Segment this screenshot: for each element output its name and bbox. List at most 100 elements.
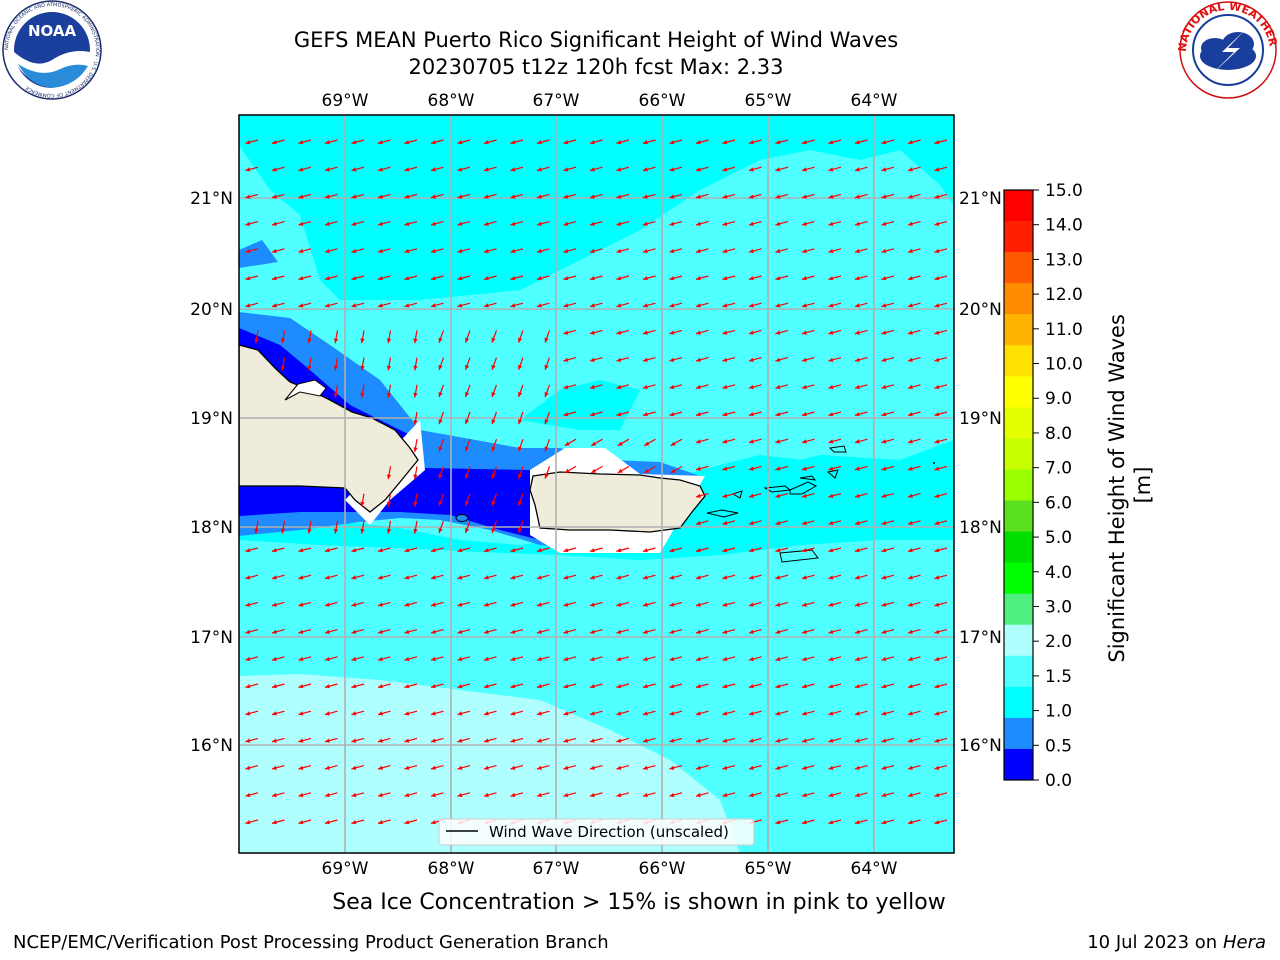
wave-direction-arrowhead — [669, 303, 675, 308]
wave-direction-arrowhead — [642, 684, 648, 689]
wave-direction-arrowhead — [934, 493, 940, 498]
wave-direction-arrowhead — [828, 466, 834, 471]
wave-direction-arrowhead — [430, 738, 436, 743]
wave-direction-arrowhead — [775, 493, 781, 498]
wave-direction-arrowhead — [518, 392, 523, 398]
wave-direction-arrowhead — [801, 303, 807, 308]
wave-direction-arrowhead — [881, 221, 887, 226]
wave-direction-arrowhead — [828, 548, 834, 553]
wave-direction-arrowhead — [801, 602, 807, 607]
footer-branch: NCEP/EMC/Verification Post Processing Pr… — [13, 932, 609, 953]
wave-direction-arrowhead — [438, 337, 443, 343]
wave-direction-arrowhead — [934, 384, 940, 390]
wave-direction-arrowhead — [801, 629, 807, 634]
wave-direction-arrowhead — [536, 684, 542, 689]
wave-direction-arrowhead — [413, 392, 418, 398]
wave-direction-arrowhead — [828, 792, 834, 798]
wave-direction-arrowhead — [465, 446, 470, 452]
wave-direction-arrowhead — [669, 711, 675, 716]
wave-direction-arrowhead — [828, 684, 834, 689]
wave-direction-arrowhead — [360, 528, 365, 534]
wave-direction-arrowhead — [775, 656, 781, 662]
wave-direction-arrowhead — [563, 412, 569, 417]
wave-direction-arrowhead — [324, 221, 330, 226]
wave-direction-arrowhead — [563, 548, 569, 553]
wave-direction-arrowhead — [564, 441, 570, 446]
wave-direction-arrowhead — [351, 602, 357, 607]
colorbar-swatch — [1004, 593, 1033, 626]
wave-direction-arrowhead — [351, 194, 357, 199]
wave-direction-arrowhead — [695, 493, 701, 498]
wave-direction-arrowhead — [748, 684, 754, 689]
wave-direction-arrowhead — [333, 392, 339, 398]
wave-direction-arrowhead — [245, 656, 251, 662]
wave-direction-arrowhead — [430, 711, 436, 716]
wave-direction-arrowhead — [280, 528, 286, 534]
wave-direction-arrowhead — [457, 194, 463, 199]
wave-direction-arrowhead — [351, 711, 357, 716]
wave-direction-arrowhead — [563, 684, 569, 689]
wave-direction-arrowhead — [881, 439, 887, 444]
wave-direction-arrowhead — [828, 602, 834, 607]
wave-direction-arrowhead — [934, 248, 940, 254]
colorbar-swatch — [1004, 748, 1033, 781]
wave-direction-arrowhead — [404, 656, 410, 662]
wave-direction-arrowhead — [881, 140, 887, 145]
wave-direction-arrowhead — [457, 656, 463, 662]
wave-direction-arrowhead — [413, 338, 418, 344]
wave-direction-arrowhead — [245, 248, 251, 254]
wave-direction-arrowhead — [483, 221, 489, 226]
wave-direction-arrowhead — [589, 738, 595, 743]
wave-direction-arrowhead — [722, 384, 728, 390]
wave-direction-arrowhead — [404, 765, 410, 770]
wave-direction-arrowhead — [934, 140, 940, 145]
colorbar-swatch — [1004, 314, 1033, 346]
wave-direction-arrowhead — [616, 140, 622, 145]
wave-direction-arrowhead — [616, 384, 622, 390]
wave-direction-arrowhead — [828, 248, 834, 254]
wave-direction-arrowhead — [881, 194, 887, 199]
wave-direction-arrowhead — [483, 792, 489, 798]
wave-direction-arrowhead — [245, 221, 251, 226]
wave-direction-arrowhead — [642, 548, 648, 553]
wave-direction-arrowhead — [669, 276, 675, 281]
wave-direction-arrowhead — [404, 140, 410, 145]
wave-direction-arrowhead — [386, 365, 392, 371]
wave-direction-arrowhead — [695, 738, 701, 743]
wave-direction-arrowhead — [377, 167, 383, 172]
colorbar-swatch — [1004, 686, 1033, 719]
wave-direction-arrowhead — [775, 684, 781, 689]
wave-direction-arrowhead — [438, 500, 443, 506]
wave-direction-arrowhead — [245, 711, 251, 716]
wave-direction-arrowhead — [430, 602, 436, 607]
wave-direction-arrowhead — [801, 792, 807, 798]
wave-direction-arrowhead — [465, 419, 470, 425]
wave-direction-arrowhead — [695, 194, 701, 199]
wave-direction-arrowhead — [536, 792, 542, 798]
wave-direction-arrowhead — [695, 357, 701, 362]
wave-direction-arrowhead — [907, 357, 913, 362]
wave-direction-arrowhead — [377, 221, 383, 226]
wave-direction-arrowhead — [669, 575, 675, 580]
svg-text:69°W: 69°W — [322, 91, 369, 111]
wave-direction-arrowhead — [748, 276, 754, 281]
wave-direction-arrowhead — [854, 330, 860, 335]
wave-direction-arrowhead — [828, 330, 834, 335]
wave-direction-arrowhead — [563, 765, 569, 770]
wave-direction-arrowhead — [351, 276, 357, 281]
wave-direction-arrowhead — [510, 140, 516, 145]
wave-direction-arrowhead — [465, 337, 470, 343]
wave-direction-arrowhead — [245, 602, 251, 607]
map-title: GEFS MEAN Puerto Rico Significant Height… — [293, 28, 899, 52]
colorbar-swatch — [1004, 252, 1033, 284]
svg-text:17°N: 17°N — [190, 628, 233, 648]
wave-direction-arrowhead — [642, 221, 648, 226]
wave-direction-arrowhead — [430, 792, 436, 798]
wave-direction-arrowhead — [413, 447, 418, 453]
wave-direction-arrowhead — [722, 466, 728, 471]
wave-direction-arrowhead — [907, 412, 913, 417]
wave-direction-arrowhead — [386, 474, 392, 480]
wave-direction-arrowhead — [377, 820, 383, 825]
wave-direction-arrowhead — [854, 493, 860, 498]
lon-labels-bottom: 69°W 68°W 67°W 66°W 65°W 64°W — [322, 859, 898, 879]
